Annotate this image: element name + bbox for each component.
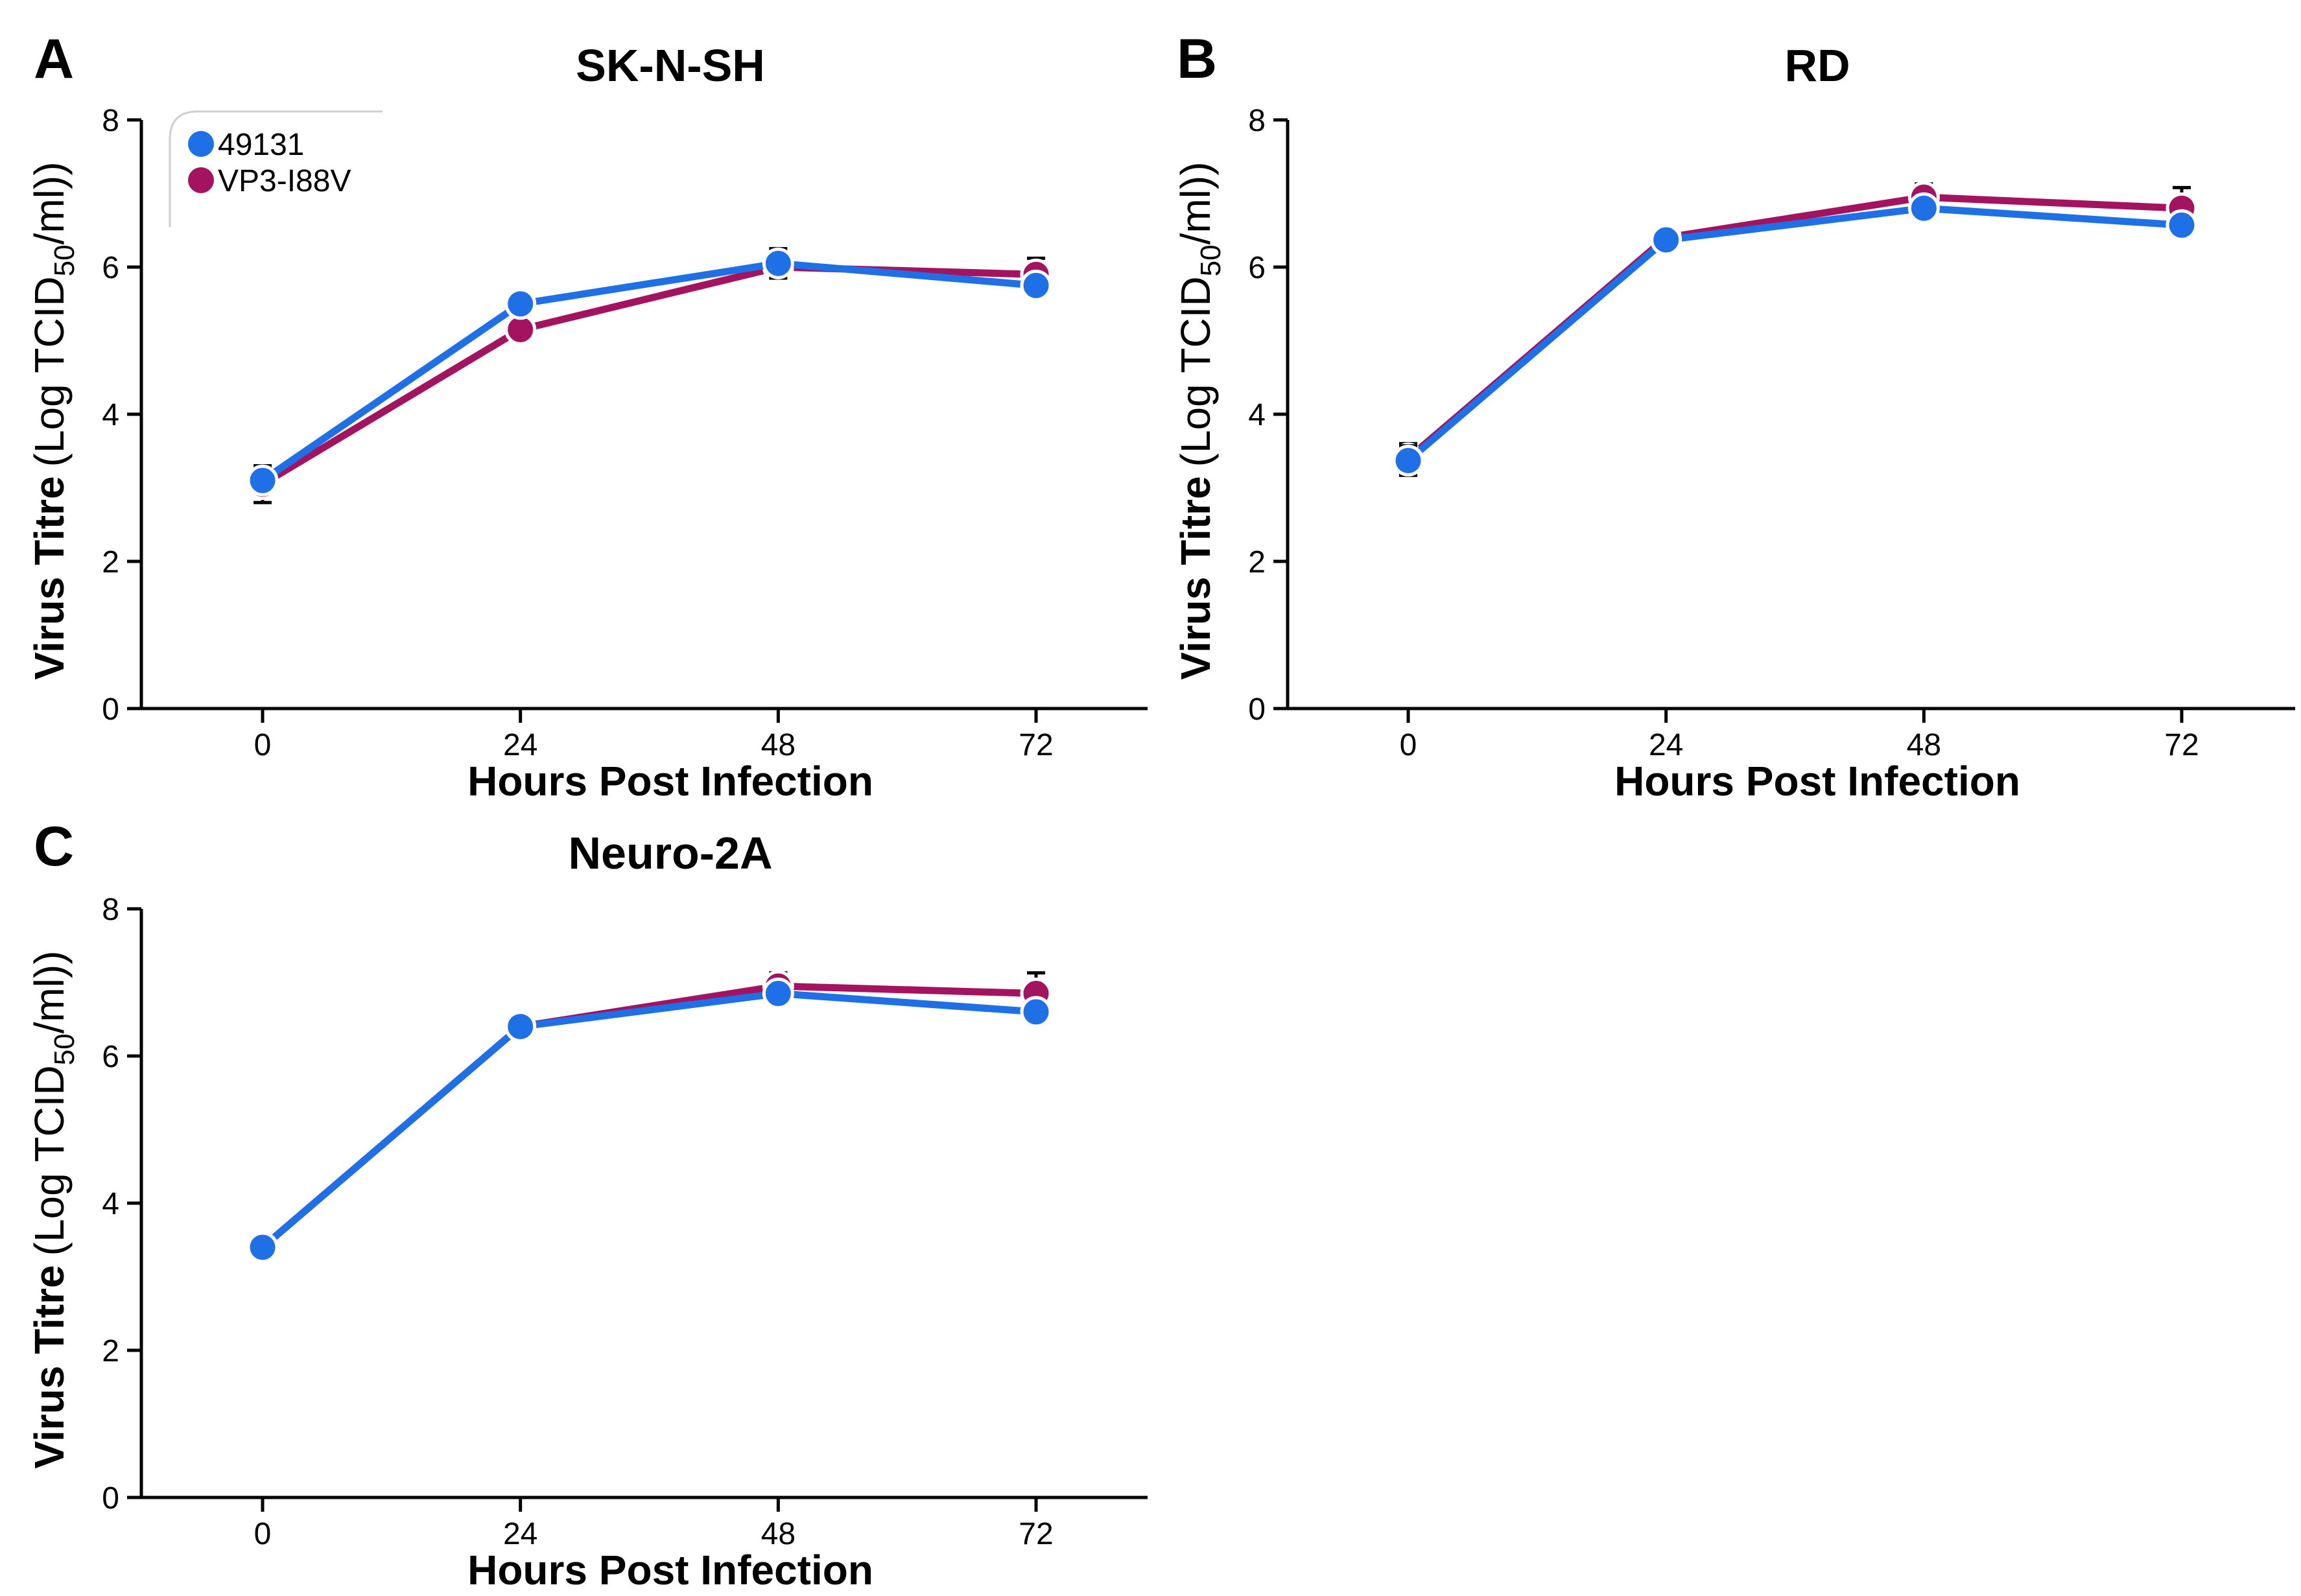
x-tick-label: 24 — [1649, 728, 1683, 762]
data-point — [1020, 996, 1052, 1028]
y-tick-label: 8 — [1248, 104, 1266, 138]
legend-marker — [188, 131, 214, 157]
chart-title: Neuro-2A — [568, 828, 772, 878]
series-line — [1404, 204, 2186, 465]
series-line — [259, 259, 1040, 484]
y-tick-label: 4 — [1248, 398, 1266, 432]
y-label-unit: (Log TCID — [26, 276, 73, 467]
series-line — [1404, 193, 2186, 462]
data-point — [246, 1231, 279, 1263]
x-tick-label: 72 — [1019, 1517, 1053, 1551]
panel-letter: C — [34, 816, 74, 878]
y-label-main: Virus Titre — [1172, 476, 1219, 679]
x-tick-label: 72 — [1019, 728, 1053, 762]
y-label-main: Virus Titre — [26, 476, 73, 679]
y-label-subscript: 50 — [49, 244, 80, 276]
x-tick-label: 0 — [254, 728, 272, 762]
data-point — [1392, 445, 1424, 477]
y-tick-label: 6 — [102, 251, 119, 285]
y-label-unit-end: /ml)) — [1172, 161, 1219, 244]
data-point — [1907, 192, 1940, 224]
x-axis-label: Hours Post Infection — [467, 1547, 873, 1593]
panel-letter: A — [34, 28, 74, 90]
data-point — [2165, 209, 2198, 241]
x-tick-label: 48 — [761, 728, 796, 762]
x-tick-label: 48 — [761, 1517, 796, 1551]
y-tick-label: 0 — [1248, 692, 1266, 727]
y-axis-label: Virus Titre (Log TCID50/ml)) — [26, 161, 80, 679]
y-axis-label: Virus Titre (Log TCID50/ml)) — [1172, 161, 1227, 679]
data-point — [246, 464, 279, 497]
x-tick-label: 24 — [503, 1517, 537, 1551]
series-line — [259, 990, 1040, 1251]
y-tick-label: 8 — [102, 893, 119, 927]
y-label-subscript: 50 — [1195, 244, 1227, 276]
series-49131 — [246, 978, 1052, 1263]
series-line — [259, 263, 1040, 488]
panel-letter: B — [1177, 28, 1217, 90]
y-label-unit-end: /ml)) — [26, 161, 73, 244]
legend-label: 49131 — [218, 128, 304, 162]
x-tick-label: 24 — [503, 728, 537, 762]
legend-marker — [188, 167, 214, 193]
y-label-unit: (Log TCID — [1172, 276, 1219, 467]
y-label-subscript: 50 — [49, 1033, 80, 1065]
y-tick-label: 2 — [1248, 545, 1266, 580]
legend-frame — [169, 110, 383, 227]
x-tick-label: 0 — [1400, 728, 1417, 762]
y-label-main: Virus Titre — [26, 1265, 73, 1468]
y-tick-label: 6 — [102, 1040, 119, 1074]
y-tick-label: 8 — [102, 104, 119, 138]
x-tick-label: 0 — [254, 1517, 272, 1551]
y-axis-label: Virus Titre (Log TCID50/ml)) — [26, 950, 80, 1468]
data-point — [762, 978, 794, 1010]
data-point — [504, 1011, 537, 1043]
series-49131 — [1392, 192, 2198, 477]
y-tick-label: 2 — [102, 545, 119, 580]
x-axis-label: Hours Post Infection — [467, 758, 873, 804]
x-axis-label: Hours Post Infection — [1614, 758, 2020, 804]
series-vp3-i88v — [246, 251, 1052, 504]
data-point — [1020, 269, 1052, 301]
y-tick-label: 2 — [102, 1334, 119, 1368]
y-tick-label: 6 — [1248, 251, 1266, 285]
series-vp3-i88v — [246, 970, 1052, 1263]
y-tick-label: 0 — [102, 692, 119, 727]
x-tick-label: 48 — [1907, 728, 1941, 762]
y-label-unit: (Log TCID — [26, 1065, 73, 1256]
y-label-unit-end: /ml)) — [26, 950, 73, 1033]
series-49131 — [246, 247, 1052, 497]
y-tick-label: 4 — [102, 398, 119, 432]
legend-label: VP3-I88V — [218, 164, 351, 198]
data-point — [1650, 224, 1682, 256]
x-tick-label: 72 — [2164, 728, 2199, 762]
y-tick-label: 4 — [102, 1187, 119, 1221]
data-point — [504, 288, 537, 320]
chart-title: SK-N-SH — [576, 40, 765, 91]
series-line — [259, 982, 1040, 1251]
y-tick-label: 0 — [102, 1481, 119, 1516]
chart-title: RD — [1784, 40, 1850, 91]
data-point — [762, 247, 794, 279]
